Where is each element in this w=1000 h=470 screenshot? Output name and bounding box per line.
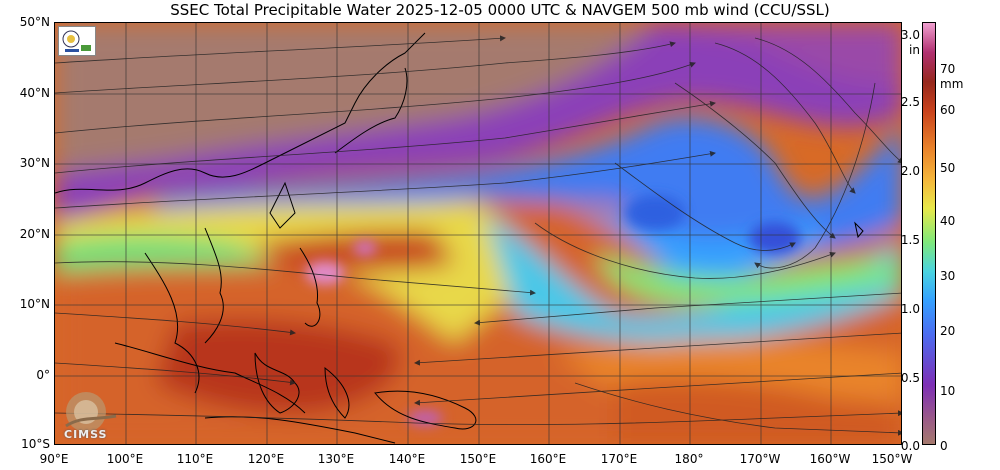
lon-label-110e: 110°E bbox=[176, 452, 214, 466]
colorbar-mm-30: 30 bbox=[940, 269, 956, 283]
lon-label-160e: 160°E bbox=[529, 452, 567, 466]
colorbar-in-1-5: 1.5 bbox=[900, 233, 920, 247]
lon-label-90e: 90°E bbox=[39, 452, 69, 466]
colorbar-mm-60: 60 bbox=[940, 103, 956, 117]
ssec-logo-icon bbox=[58, 26, 96, 56]
colorbar-in-2-0: 2.0 bbox=[900, 164, 920, 178]
lat-label-20n: 20°N bbox=[19, 227, 50, 241]
lon-label-170w: 170°W bbox=[739, 452, 781, 466]
lon-label-160w: 160°W bbox=[809, 452, 851, 466]
colorbar-mm-0: 0 bbox=[940, 439, 948, 453]
lon-label-180: 180° bbox=[674, 452, 704, 466]
colorbar-mm-20: 20 bbox=[940, 324, 956, 338]
lat-label-30n: 30°N bbox=[19, 156, 50, 170]
colorbar-in-1-0: 1.0 bbox=[900, 302, 920, 316]
lon-label-150e: 150°E bbox=[459, 452, 497, 466]
page-title: SSEC Total Precipitable Water 2025-12-05… bbox=[170, 1, 830, 19]
colorbar-in-0-0: 0.0 bbox=[900, 439, 920, 453]
colorbar-in-3-0: 3.0 bbox=[900, 28, 920, 42]
lat-label-10s: 10°S bbox=[21, 437, 50, 451]
lon-label-130e: 130°E bbox=[317, 452, 355, 466]
lat-label-0: 0° bbox=[36, 368, 50, 382]
tpw-map bbox=[54, 22, 902, 445]
lon-label-100e: 100°E bbox=[106, 452, 144, 466]
colorbar-mm-10: 10 bbox=[940, 384, 956, 398]
colorbar-in-0-5: 0.5 bbox=[900, 371, 920, 385]
colorbar-mm-50: 50 bbox=[940, 161, 956, 175]
tpw-map-canvas bbox=[55, 23, 901, 444]
lon-label-150w: 150°W bbox=[871, 452, 913, 466]
colorbar-inch-unit: in bbox=[909, 43, 920, 57]
cimss-watermark: CIMSS bbox=[64, 428, 108, 441]
cimss-logo-icon bbox=[56, 386, 126, 442]
colorbar-in-2-5: 2.5 bbox=[900, 95, 920, 109]
colorbar-mm-unit: mm bbox=[940, 77, 964, 91]
coastlines bbox=[55, 32, 864, 444]
lon-label-120e: 120°E bbox=[247, 452, 285, 466]
graticule bbox=[55, 23, 901, 444]
tpw-colorbar bbox=[922, 22, 936, 445]
lon-label-140e: 140°E bbox=[388, 452, 426, 466]
colorbar-mm-70: 70 bbox=[940, 62, 956, 76]
lon-label-170e: 170°E bbox=[600, 452, 638, 466]
tpw-extreme-patches bbox=[305, 195, 801, 426]
lat-label-10n: 10°N bbox=[19, 297, 50, 311]
colorbar-mm-40: 40 bbox=[940, 214, 956, 228]
lat-label-40n: 40°N bbox=[19, 86, 50, 100]
lat-label-50n: 50°N bbox=[19, 15, 50, 29]
wind-streamlines bbox=[55, 35, 901, 436]
